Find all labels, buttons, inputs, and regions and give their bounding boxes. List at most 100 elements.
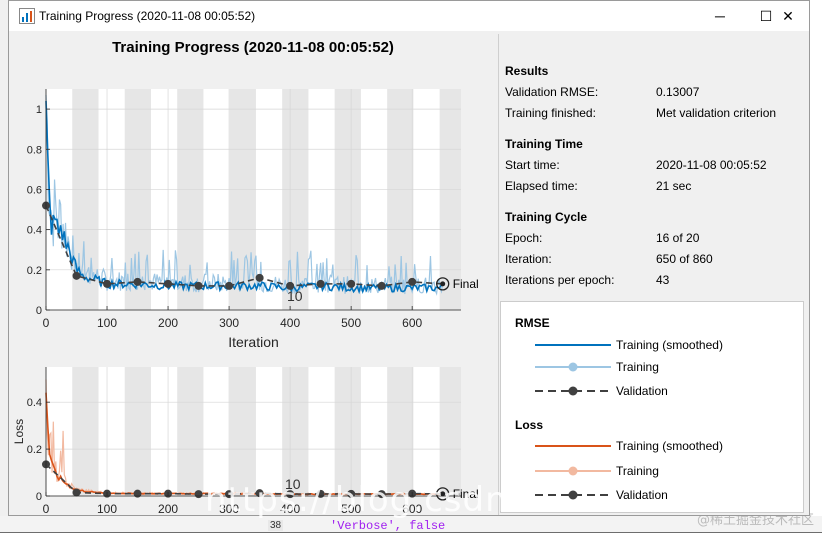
x-tick-label: 0 — [43, 316, 50, 330]
title-bar[interactable]: Training Progress (2020-11-08 00:05:52) … — [9, 1, 809, 31]
epoch-band — [439, 367, 461, 496]
y-tick-label: 0.2 — [27, 265, 42, 277]
training-finished-label: Training finished: — [505, 106, 596, 120]
legend-loss-heading: Loss — [515, 418, 544, 432]
start-time-value: 2020-11-08 00:05:52 — [656, 158, 767, 172]
legend-loss-training-label: Training — [616, 464, 659, 478]
epoch-band — [334, 367, 361, 496]
minimize-icon: ─ — [715, 8, 725, 24]
y-axis-label: Loss — [12, 419, 26, 444]
validation-point — [194, 490, 203, 499]
validation-point — [286, 281, 295, 290]
section-training-cycle: Training Cycle — [505, 210, 588, 224]
x-tick-label: 600 — [402, 316, 422, 330]
legend-rmse-training-label: Training — [616, 360, 659, 374]
y-tick-label: 0 — [36, 305, 42, 317]
window-title: Training Progress (2020-11-08 00:05:52) — [39, 9, 256, 23]
legend-box: RMSE Training (smoothed) Training Valida… — [500, 301, 804, 513]
validation-line — [45, 463, 443, 495]
validation-point — [103, 279, 112, 288]
epoch-label: Epoch: — [505, 231, 543, 245]
y-tick-label: 0 — [36, 491, 42, 503]
validation-point — [408, 277, 417, 286]
epoch-band — [177, 367, 204, 496]
validation-point — [377, 281, 386, 290]
training-raw-line — [45, 94, 444, 296]
maximize-button[interactable]: ☐ — [743, 1, 789, 31]
epoch-band — [282, 89, 309, 310]
x-tick-label: 400 — [280, 502, 300, 516]
legend-rmse-heading: RMSE — [515, 316, 550, 330]
validation-line — [45, 205, 443, 287]
x-tick-label: 100 — [97, 316, 117, 330]
validation-point — [133, 277, 142, 286]
minimize-button[interactable]: ─ — [697, 1, 743, 31]
rmse-axes[interactable]: Final 0 100 200 300 400 500 600 0 0.2 0.4 0.6 0.8 1 It… — [27, 89, 479, 350]
final-marker-dot — [440, 281, 446, 287]
epoch-band — [282, 367, 309, 496]
final-label: Final — [453, 277, 479, 291]
training-finished-value: Met validation criterion — [656, 106, 777, 120]
x-tick-label: 400 — [280, 316, 300, 330]
x-tick-label: 500 — [341, 316, 361, 330]
legend-loss-smoothed-symbol — [535, 445, 611, 447]
loss-axes[interactable]: Final010020030040050060000.20.4Iteration… — [12, 367, 479, 516]
training-smoothed-line — [45, 100, 443, 295]
legend-loss-smoothed-label: Training (smoothed) — [616, 439, 723, 453]
legend-rmse-smoothed-symbol — [535, 344, 611, 346]
y-tick-label: 0.4 — [27, 397, 42, 409]
y-tick-label: 1 — [36, 104, 42, 116]
validation-point — [255, 273, 264, 282]
x-tick-label: 200 — [158, 502, 178, 516]
epoch-band — [229, 367, 256, 496]
x-tick-label: 500 — [341, 502, 361, 516]
plot-title: Training Progress (2020-11-08 00:05:52) — [112, 39, 394, 56]
validation-point — [255, 489, 264, 498]
validation-rmse-label: Validation RMSE: — [505, 85, 599, 99]
section-results: Results — [505, 64, 549, 78]
iteration-label: Iteration: — [505, 252, 552, 266]
epoch-band — [439, 89, 461, 310]
close-button[interactable]: ✕ — [765, 1, 809, 31]
x-tick-label: 600 — [402, 502, 422, 516]
section-training-time: Training Time — [505, 137, 583, 151]
legend-rmse-training-symbol — [535, 362, 611, 372]
validation-rmse-value: 0.13007 — [656, 85, 700, 99]
final-marker-ring — [436, 487, 450, 501]
training-progress-window: Training Progress (2020-11-08 00:05:52) … — [8, 0, 810, 516]
overlay-label-bottom: 10 — [285, 476, 301, 492]
x-tick-label: 300 — [219, 502, 239, 516]
matlab-chart-icon — [19, 8, 35, 24]
maximize-icon: ☐ — [759, 7, 773, 24]
legend-rmse-validation-label: Validation — [616, 384, 668, 398]
validation-point — [72, 271, 81, 280]
validation-point — [194, 281, 203, 290]
validation-point — [164, 279, 173, 288]
x-tick-label: 100 — [97, 502, 117, 516]
epoch-band — [72, 367, 99, 496]
x-tick-label: 300 — [219, 316, 239, 330]
iteration-value: 650 of 860 — [656, 252, 713, 266]
validation-point — [225, 281, 234, 290]
elapsed-time-value: 21 sec — [656, 179, 692, 193]
elapsed-time-label: Elapsed time: — [505, 179, 578, 193]
background-code-text: 'Verbose', false — [330, 519, 446, 533]
iterations-per-epoch-label: Iterations per epoch: — [505, 273, 615, 287]
final-label: Final — [453, 487, 479, 501]
final-marker-ring — [436, 277, 450, 291]
epoch-band — [387, 367, 414, 496]
legend-loss-training-symbol — [535, 466, 611, 476]
y-tick-label: 0.6 — [27, 184, 42, 196]
validation-point — [347, 279, 356, 288]
plot-area: Training Progress (2020-11-08 00:05:52) … — [9, 31, 497, 516]
validation-point — [316, 279, 325, 288]
legend-rmse-validation-symbol — [535, 386, 611, 396]
watermark-text: @稀土掘金技术社区 — [696, 513, 814, 528]
x-axis-label: Iteration — [228, 334, 279, 350]
epoch-value: 16 of 20 — [656, 231, 700, 245]
y-tick-label: 0.8 — [27, 144, 42, 156]
background-editor-bottom — [0, 516, 822, 532]
final-marker-dot — [440, 491, 446, 497]
legend-loss-validation-label: Validation — [616, 488, 668, 502]
y-tick-label: 0.4 — [27, 225, 42, 237]
